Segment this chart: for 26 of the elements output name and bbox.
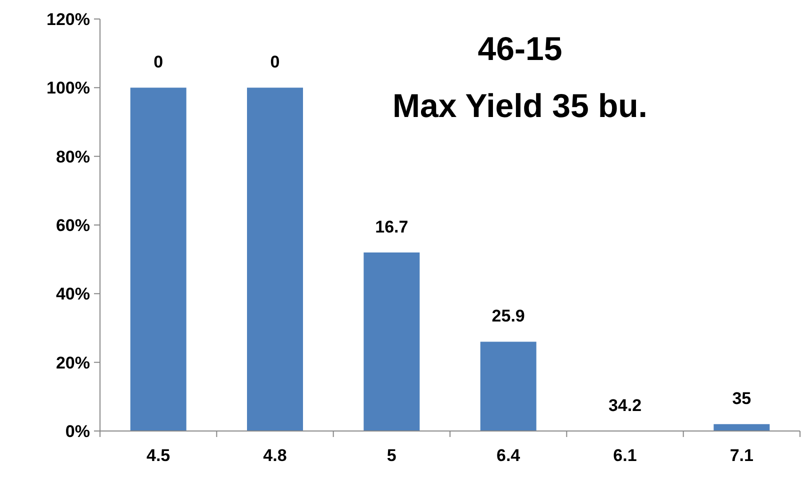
y-tick-label: 60%: [56, 216, 90, 235]
y-tick-label: 120%: [46, 10, 90, 29]
x-tick-label: 4.8: [263, 446, 287, 465]
text: Max Yield 35 bu.: [392, 87, 648, 124]
x-tick-label: 4.5: [146, 446, 170, 465]
y-tick-label: 80%: [56, 147, 90, 166]
bar: [714, 424, 770, 431]
y-tick-label: 100%: [46, 78, 90, 98]
annotation: 16.7: [375, 217, 408, 236]
annotation: 0: [154, 52, 164, 72]
chart-title: 46-15: [478, 30, 562, 67]
annotation: 25.9: [492, 306, 525, 326]
y-tick-label: 40%: [56, 284, 90, 304]
bar: [364, 252, 420, 431]
y-tick-label: 20%: [56, 353, 90, 372]
bar: [247, 88, 303, 431]
x-tick-label: 6.1: [613, 446, 637, 465]
annotation: 35: [732, 389, 752, 408]
annotation: 34.2: [608, 396, 642, 415]
x-tick-label: 6.4: [496, 446, 521, 465]
y-tick-label: 0%: [65, 422, 90, 441]
x-tick-label: 5: [386, 446, 396, 465]
annotation: 0: [270, 52, 280, 72]
bar: [130, 88, 186, 431]
x-tick-label: 7.1: [730, 446, 754, 465]
bar: [480, 342, 536, 431]
